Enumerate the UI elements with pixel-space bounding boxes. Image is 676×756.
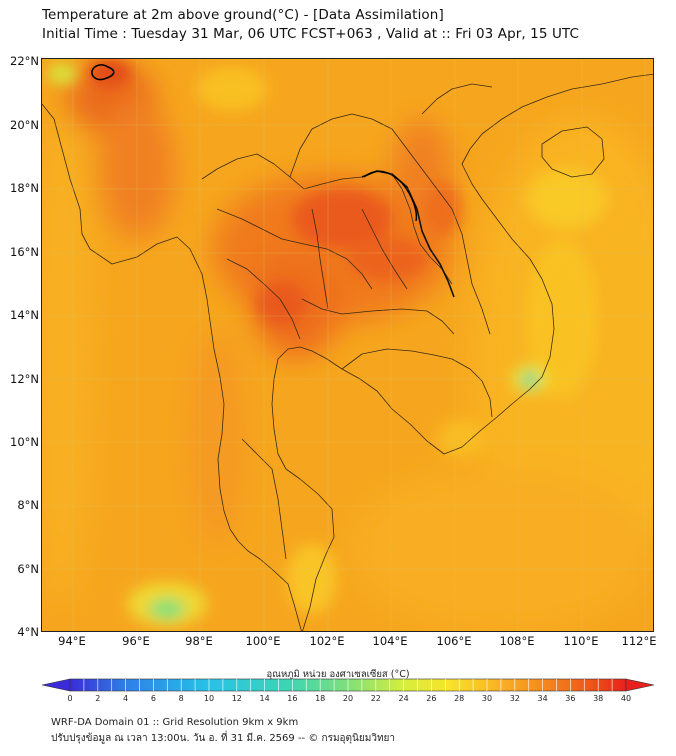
colorbar-title: อุณหภูมิ หน่วย องศาเซลเซียส (°C) [266,669,410,680]
lat-label-14n: 14°N [10,308,39,322]
lon-label-94e: 94°E [58,634,86,648]
graticule [42,59,653,631]
colorbar-tick-label: 24 [398,694,409,703]
colorbar-tick-label: 26 [426,694,437,703]
colorbar-tick-label: 10 [203,694,215,703]
chart-title: Temperature at 2m above ground(°C) - [Da… [42,7,444,23]
contour-32c-thailand [363,170,418,222]
myanmar-coast [42,103,239,542]
footer-model-info: WRF-DA Domain 01 :: Grid Resolution 9km … [51,717,299,728]
lon-label-102e: 102°E [309,634,345,648]
colorbar-tick-label: 38 [593,694,604,703]
cambodia-border [341,348,493,418]
lon-label-98e: 98°E [185,634,213,648]
colorbar-tick-label: 40 [620,694,632,703]
lon-label-108e: 108°E [499,634,535,648]
hot-cores [88,59,462,326]
colorbar-tick-label: 16 [287,694,298,703]
colorbar-tick-label: 4 [123,694,129,703]
province-lines-c [311,208,329,310]
peninsula-west-coast [237,540,302,631]
lat-label-6n: 6°N [17,562,39,576]
cool-regions [47,64,607,626]
footer-update-info: ปรับปรุงข้อมูล ณ เวลา 13:00น. วัน อ. ที่… [51,733,396,744]
peninsula-province-lines [241,438,287,560]
colorbar-tick-label: 6 [150,694,156,703]
colorbar-tick-label: 22 [370,694,381,703]
lon-label-100e: 100°E [245,634,281,648]
lat-label-4n: 4°N [17,625,39,639]
colorbar-tick-label: 20 [342,694,354,703]
hainan-island [541,126,605,178]
colorbar-tick-label: 34 [537,694,548,703]
lat-label-18n: 18°N [10,181,39,195]
temperature-map [42,59,653,631]
coastlines-and-borders [42,73,653,631]
lat-label-12n: 12°N [10,372,39,386]
colorbar-tick-label: 0 [67,694,73,703]
lat-label-10n: 10°N [10,435,39,449]
colorbar-tick-label: 14 [259,694,270,703]
colorbar-tick-label: 36 [565,694,576,703]
province-lines-b [226,258,301,340]
colorbar-tick-label: 2 [95,694,101,703]
laos-border [289,113,491,335]
province-lines-d [361,208,408,290]
colorbar-left-arrow [41,678,71,692]
colorbar-tick-label: 18 [315,694,326,703]
vietnam-coast-north [421,83,493,115]
colorbar-tick-label: 30 [481,694,493,703]
lon-label-112e: 112°E [621,634,657,648]
colorbar [41,678,655,692]
map-panel [41,58,654,632]
lat-label-22n: 22°N [10,54,39,68]
lon-label-110e: 110°E [563,634,599,648]
gulf-of-thailand-coast [271,73,653,631]
lon-label-104e: 104°E [372,634,408,648]
colorbar-tick-label: 28 [454,694,465,703]
province-lines-a [216,208,373,290]
colorbar-tick-label: 12 [231,694,242,703]
lat-label-20n: 20°N [10,118,39,132]
chart-subtitle: Initial Time : Tuesday 31 Mar, 06 UTC FC… [42,26,580,42]
lat-label-16n: 16°N [10,245,39,259]
lon-label-96e: 96°E [122,634,150,648]
lat-label-8n: 8°N [17,498,39,512]
thailand-cambodia-border [301,298,455,335]
colorbar-tick-label: 8 [178,694,184,703]
contour-32c [91,64,115,81]
lon-label-106e: 106°E [436,634,472,648]
colorbar-right-arrow [625,678,655,692]
colorbar-tick-label: 32 [509,694,520,703]
